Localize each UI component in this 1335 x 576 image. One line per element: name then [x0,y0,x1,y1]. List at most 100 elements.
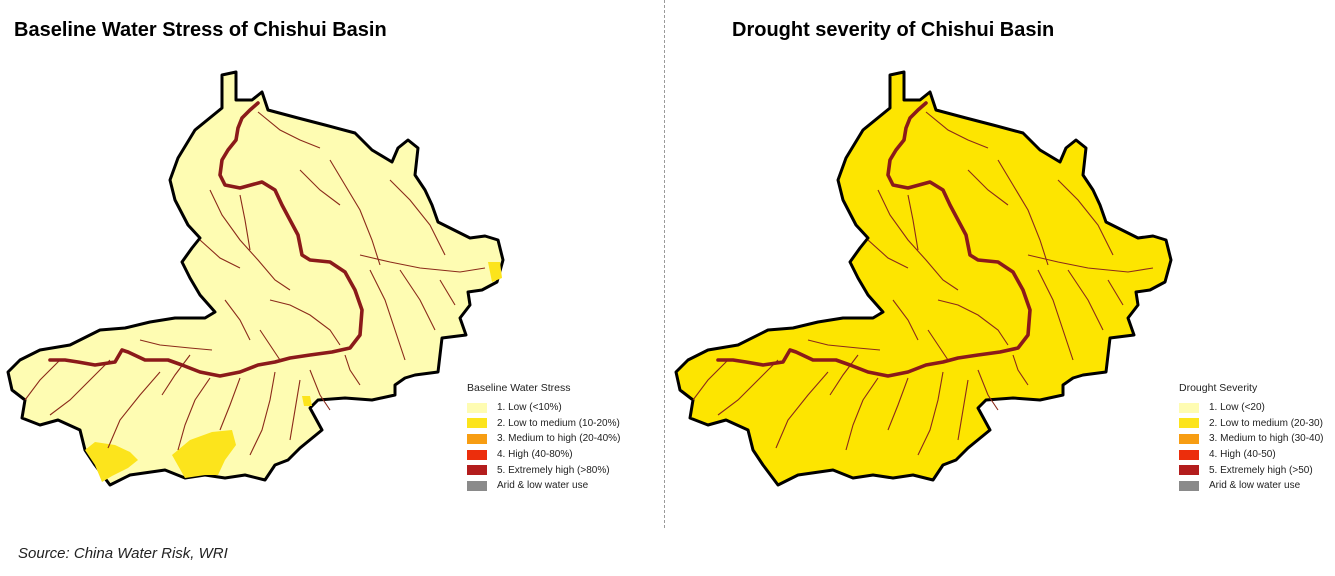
tributary [289,379,301,441]
tributary [717,359,779,416]
tributary [299,169,341,206]
legend-swatch [467,465,487,476]
tributary [239,194,251,251]
chishui-main-river [48,101,364,378]
legend-swatch [1179,480,1199,491]
tributary [161,354,191,396]
water-stress-map [6,70,505,487]
drought-severity-legend: Drought Severity 1. Low (<20) 2. Low to … [1179,382,1324,494]
tributary [1012,354,1029,386]
legend-label: Arid & low water use [1209,480,1301,492]
tributaries [692,111,1154,456]
tributary [329,159,381,266]
legend-label: 3. Medium to high (20-40%) [497,433,621,445]
legend-label: 4. High (40-80%) [497,449,573,461]
tributary [49,359,111,416]
tributary [907,194,919,251]
legend-swatch [467,480,487,491]
basin-outline [674,70,1173,487]
tributary [1037,269,1074,361]
legend-label: 1. Low (<10%) [497,402,562,414]
tributary [937,299,1009,346]
tributary [829,354,859,396]
tributary [344,354,361,386]
tributary [257,111,321,149]
legend-swatch [467,449,487,460]
tributary [917,371,944,456]
tributary [249,371,276,456]
tributary [1027,254,1154,273]
tributary [845,377,879,451]
tributary [1067,269,1104,331]
legend-item: Arid & low water use [1179,478,1324,494]
drought-severity-map [674,70,1173,487]
tributary [927,329,949,361]
legend-label: 5. Extremely high (>80%) [497,464,610,476]
legend-title: Drought Severity [1179,382,1258,394]
tributary [967,169,1009,206]
legend-item: 4. High (40-50) [1179,447,1324,463]
legend-item: Arid & low water use [467,478,620,494]
legend-item: 3. Medium to high (30-40) [1179,431,1324,447]
tributary [309,369,331,411]
legend-item: 1. Low (<10%) [467,400,620,416]
legend-label: 2. Low to medium (10-20%) [497,417,620,429]
drought-severity-panel: Drought severity of Chishui Basin [666,0,1335,540]
medium-stress-patch [302,396,312,406]
tributary [369,269,406,361]
water-stress-legend: Baseline Water Stress 1. Low (<10%) 2. L… [467,382,620,494]
tributary [199,239,241,269]
tributary [957,379,969,441]
legend-item: 3. Medium to high (20-40%) [467,431,620,447]
legend-swatch [1179,465,1199,476]
tributary [892,299,919,341]
medium-stress-patch [172,430,236,478]
tributary [359,254,486,273]
tributary [977,369,999,411]
tributary [269,299,341,346]
tributary [775,371,829,449]
tributary [107,371,161,449]
medium-stress-patch [488,262,502,282]
tributary [389,179,446,256]
chishui-main-river [716,101,1032,378]
legend-item: 4. High (40-80%) [467,447,620,463]
basin-outline [6,70,505,487]
legend-swatch [1179,418,1199,429]
legend-swatch [1179,402,1199,413]
drought-severity-map-title: Drought severity of Chishui Basin [732,19,1055,41]
tributary [24,359,61,401]
legend-label: 4. High (40-50) [1209,449,1276,461]
legend-label: 5. Extremely high (>50) [1209,464,1313,476]
tributary [925,111,989,149]
legend-item: 2. Low to medium (20-30) [1179,416,1324,432]
legend-item: 5. Extremely high (>50) [1179,462,1324,478]
tributary [139,339,213,351]
panel-divider [664,0,665,528]
tributary [1107,279,1124,306]
legend-swatch [1179,433,1199,444]
water-stress-panel: Baseline Water Stress of Chishui Basin [0,0,664,540]
tributaries [24,111,486,456]
legend-swatch [467,418,487,429]
legend-label: 1. Low (<20) [1209,402,1265,414]
legend-label: 3. Medium to high (30-40) [1209,433,1324,445]
legend-label: 2. Low to medium (20-30) [1209,417,1323,429]
legend-label: Arid & low water use [497,480,589,492]
tributary [692,359,729,401]
tributary [887,377,909,431]
tributary [399,269,436,331]
source-note: Source: China Water Risk, WRI [18,545,228,562]
tributary [224,299,251,341]
legend-swatch [467,402,487,413]
tributary [1057,179,1114,256]
tributary [867,239,909,269]
legend-item: 1. Low (<20) [1179,400,1324,416]
legend-swatch [1179,449,1199,460]
tributary [209,189,291,291]
tributary [807,339,881,351]
legend-item: 2. Low to medium (10-20%) [467,416,620,432]
tributary [177,377,211,451]
legend-swatch [467,433,487,444]
tributary [259,329,281,361]
